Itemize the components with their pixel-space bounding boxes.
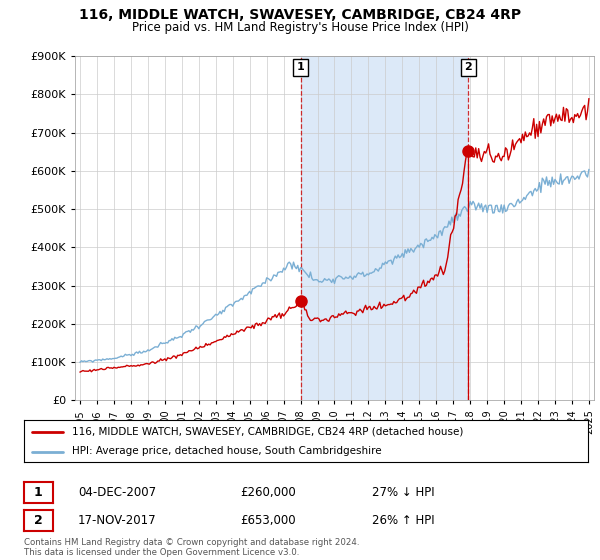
Text: Contains HM Land Registry data © Crown copyright and database right 2024.
This d: Contains HM Land Registry data © Crown c… bbox=[24, 538, 359, 557]
Text: 17-NOV-2017: 17-NOV-2017 bbox=[78, 514, 157, 528]
Text: 116, MIDDLE WATCH, SWAVESEY, CAMBRIDGE, CB24 4RP (detached house): 116, MIDDLE WATCH, SWAVESEY, CAMBRIDGE, … bbox=[72, 427, 463, 437]
Text: £653,000: £653,000 bbox=[240, 514, 296, 528]
Text: 26% ↑ HPI: 26% ↑ HPI bbox=[372, 514, 434, 528]
Text: HPI: Average price, detached house, South Cambridgeshire: HPI: Average price, detached house, Sout… bbox=[72, 446, 382, 456]
Text: 2: 2 bbox=[464, 63, 472, 72]
Text: 116, MIDDLE WATCH, SWAVESEY, CAMBRIDGE, CB24 4RP: 116, MIDDLE WATCH, SWAVESEY, CAMBRIDGE, … bbox=[79, 8, 521, 22]
Text: 2: 2 bbox=[34, 514, 43, 527]
Text: Price paid vs. HM Land Registry's House Price Index (HPI): Price paid vs. HM Land Registry's House … bbox=[131, 21, 469, 34]
Text: 1: 1 bbox=[297, 63, 304, 72]
Bar bbox=[301, 56, 469, 400]
Text: £260,000: £260,000 bbox=[240, 486, 296, 500]
Text: 1: 1 bbox=[34, 486, 43, 499]
Text: 27% ↓ HPI: 27% ↓ HPI bbox=[372, 486, 434, 500]
Text: 04-DEC-2007: 04-DEC-2007 bbox=[78, 486, 156, 500]
